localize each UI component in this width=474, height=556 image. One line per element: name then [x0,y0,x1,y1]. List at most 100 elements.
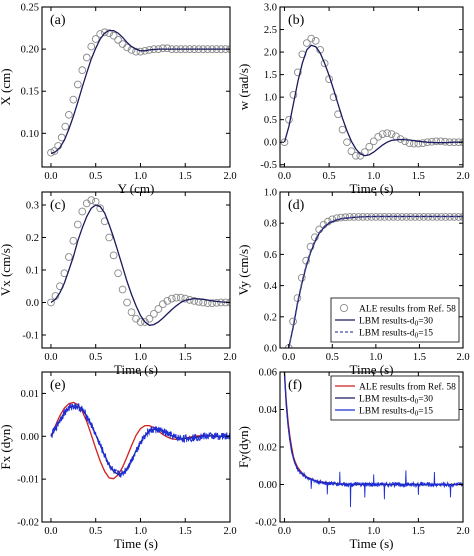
legend-label-suffix: =30 [418,394,433,404]
data-point [154,305,163,313]
data-point [82,53,91,62]
panel-c: 0.0 0.5 1.0 1.5 2.0 -0.1 0.0 0.1 0.2 0.3 Time (s) V… [0,191,237,377]
data-point [87,196,96,204]
y-tick-label: 0.0 [264,138,277,149]
y-tick-label: -0.02 [17,518,39,529]
x-tick-label: 0.5 [89,171,102,182]
y-tick-label: 1.0 [264,93,277,104]
data-point [145,314,154,323]
data-point [100,28,109,37]
data-point [338,125,347,134]
data-point [163,44,172,53]
x-tick-label: 0.0 [278,526,291,537]
x-tick-label: 1.5 [412,171,425,182]
data-point [441,137,449,146]
plot-frame [279,6,464,168]
y-tick-label: -0.02 [255,518,277,529]
data-point [432,137,441,146]
y-tick-label: 0.02 [259,443,277,454]
y-axis-label: Vx (cm/s) [0,244,13,296]
series-1 [283,44,463,157]
x-axis-label: Time (s) [114,536,158,551]
data-point [91,197,100,206]
y-tick-label: 0.0 [264,344,277,355]
legend-label: ALE results from Ref. 58 [359,303,456,314]
y-axis-label: Fx (dyn) [0,424,13,469]
legend-label: LBM results-d0=30 [359,316,433,327]
x-tick-label: 0.5 [326,352,339,363]
data-point [374,132,383,141]
data-point [294,68,302,77]
x-tick-label: 1.0 [367,171,380,182]
legend-label: ALE results from Ref. 58 [359,381,456,392]
data-point [50,147,59,155]
x-tick-label: 0.5 [323,526,336,537]
data-point [114,269,122,278]
data-point [311,36,320,45]
data-point [73,80,82,89]
data-point [436,137,445,146]
data-point [163,297,172,305]
panel-label: (a) [50,13,66,28]
y-tick-label: 3.0 [264,3,277,14]
plot-frame [279,191,464,349]
y-tick-label: 0.20 [21,45,39,56]
series-line [50,405,230,476]
y-tick-label: 0.1 [26,266,39,277]
x-tick-label: 0.0 [44,526,57,537]
x-tick-label: 0.0 [282,352,295,363]
x-tick-label: 2.0 [456,171,469,182]
plot-frame [41,371,231,523]
y-tick-label: 0.00 [259,480,277,491]
x-tick-label: 1.5 [179,526,192,537]
data-point [69,95,78,104]
y-tick-label: -0.1 [22,331,39,342]
x-tick-label: 1.0 [367,526,380,537]
series-2 [284,373,463,508]
data-point [320,59,329,68]
data-point [347,147,356,156]
legend-label-sub: 0 [415,319,419,327]
data-point [73,220,82,229]
series-0 [50,401,230,480]
data-point [150,310,158,318]
x-tick-label: 1.0 [369,352,382,363]
y-tick-label: 0.8 [264,219,277,230]
x-tick-label: 2.0 [456,526,469,537]
y-tick-label: 0.00 [21,432,39,443]
legend-label-sub: 0 [415,409,419,417]
x-tick-label: 2.0 [223,171,236,182]
data-point [87,42,96,51]
x-tick-label: 0.5 [89,526,102,537]
data-point [387,130,396,138]
y-tick-label: 0.04 [259,405,278,416]
data-point [78,66,87,75]
y-tick-label: 0.5 [264,115,277,126]
x-axis-label: Y (cm) [118,181,155,196]
x-tick-label: 0.5 [89,352,102,363]
data-point [105,233,113,242]
panel-label: (c) [50,198,66,213]
plot-frame [41,191,231,349]
data-point [136,318,145,326]
y-axis-label: Vy (cm/s) [236,245,251,296]
y-axis-label: w (rad/s) [236,64,251,111]
legend-label: LBM results-d0=30 [359,394,433,405]
legend-marker [339,303,349,313]
data-point [418,139,427,147]
series-line [50,29,230,155]
data-point [91,35,100,43]
x-tick-label: 1.0 [134,526,147,537]
data-point [369,137,378,146]
legend-label-main: ALE results from Ref. 58 [359,303,456,314]
data-point [109,31,118,40]
data-point [329,93,338,101]
series-1 [50,204,230,326]
data-point [378,130,387,138]
legend: ALE results from Ref. 58 LBM results-d0=3… [330,375,460,421]
data-point [352,151,360,160]
series-line [50,204,230,326]
x-tick-label: 0.0 [44,352,57,363]
y-tick-label: 0.25 [21,3,39,14]
